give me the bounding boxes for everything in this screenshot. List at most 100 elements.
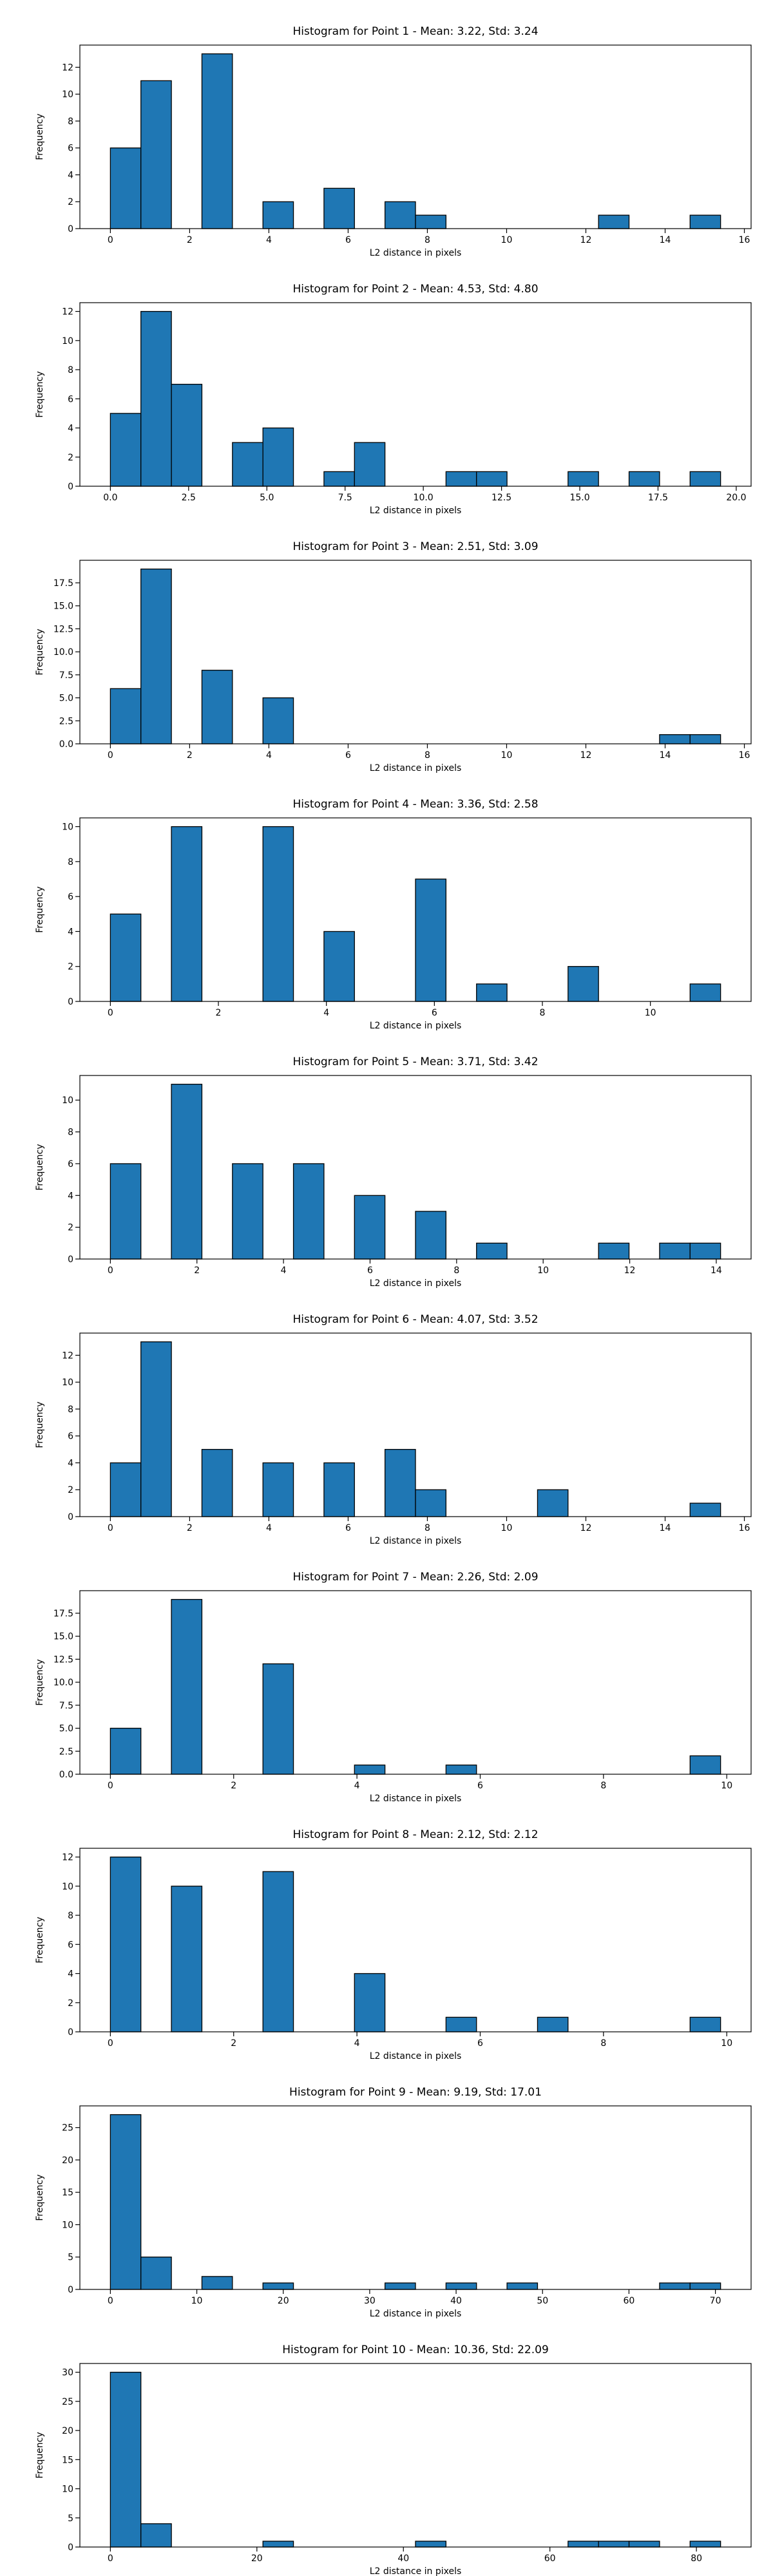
y-tick-label: 10 [62, 822, 73, 833]
x-tick-label: 30 [364, 2296, 376, 2306]
bar [323, 187, 355, 229]
x-axis-label: L2 distance in pixels [370, 506, 462, 516]
x-tick-label: 12 [624, 1265, 636, 1276]
x-tick-label: 40 [450, 2296, 462, 2306]
chart-title: Histogram for Point 8 - Mean: 2.12, Std:… [292, 1828, 538, 1841]
x-tick-label: 6 [345, 750, 351, 761]
bar [110, 413, 142, 487]
y-tick-label: 20 [62, 2155, 73, 2166]
y-axis-label: Frequency [35, 2174, 45, 2221]
y-axis-label: Frequency [35, 113, 45, 160]
x-tick-label: 2 [187, 1523, 193, 1533]
chart-title: Histogram for Point 7 - Mean: 2.26, Std:… [292, 1571, 538, 1584]
x-tick-label: 8 [425, 750, 430, 761]
x-tick-label: 7.5 [338, 493, 352, 503]
chart-title: Histogram for Point 2 - Mean: 4.53, Std:… [292, 283, 538, 296]
axes-frame [79, 560, 752, 744]
y-tick-label: 15 [62, 2188, 73, 2198]
x-tick-label: 12 [580, 750, 592, 761]
bar [140, 2257, 172, 2290]
y-tick-label: 10 [62, 2485, 73, 2495]
y-tick-label: 0.0 [59, 739, 73, 750]
x-tick-label: 16 [739, 235, 750, 245]
bar [232, 442, 263, 487]
bar [476, 471, 508, 487]
y-tick-label: 10 [62, 90, 73, 100]
x-tick-label: 8 [425, 235, 430, 245]
y-tick-label: 8 [68, 365, 73, 375]
chart-title: Histogram for Point 6 - Mean: 4.07, Std:… [292, 1313, 538, 1326]
bar [110, 147, 142, 229]
y-tick-label: 20 [62, 2426, 73, 2436]
x-tick-label: 10.0 [414, 493, 434, 503]
bar [415, 1211, 447, 1260]
bar [689, 2541, 721, 2548]
x-axis-label: L2 distance in pixels [370, 2309, 462, 2319]
y-tick-label: 5 [68, 2253, 73, 2263]
axes-frame [79, 44, 752, 229]
y-tick-label: 6 [68, 1940, 73, 1950]
x-tick-label: 6 [345, 1523, 351, 1533]
x-tick-label: 14 [660, 235, 671, 245]
x-tick-label: 10 [721, 2038, 732, 2049]
x-tick-label: 4 [281, 1265, 287, 1276]
chart-title: Histogram for Point 1 - Mean: 3.22, Std:… [292, 25, 538, 38]
y-tick-label: 10.0 [53, 1678, 73, 1688]
bar [659, 734, 691, 744]
y-tick-label: 10 [62, 1378, 73, 1388]
x-tick-label: 8 [600, 1781, 606, 1791]
y-axis-label: Frequency [35, 1917, 45, 1963]
chart-title: Histogram for Point 10 - Mean: 10.36, St… [282, 2344, 549, 2356]
y-tick-label: 7.5 [59, 1701, 73, 1711]
x-tick-label: 6 [432, 1008, 437, 1018]
y-tick-label: 2 [68, 197, 73, 207]
bar [354, 1973, 386, 2032]
bar [262, 697, 294, 744]
y-tick-label: 2 [68, 1485, 73, 1495]
axes-frame [79, 1075, 752, 1260]
x-tick-label: 0 [108, 235, 113, 245]
bar [628, 471, 660, 487]
y-tick-label: 8 [68, 117, 73, 127]
bar [110, 688, 142, 744]
y-axis-label: Frequency [35, 1659, 45, 1705]
axes-frame [79, 817, 752, 1002]
x-tick-label: 6 [477, 1781, 483, 1791]
x-tick-label: 70 [710, 2296, 721, 2306]
bar [292, 1163, 325, 1260]
x-axis-label: L2 distance in pixels [370, 1536, 462, 1546]
bar [110, 1462, 142, 1517]
x-tick-label: 2 [187, 235, 193, 245]
bar [323, 471, 355, 487]
bar [201, 1448, 233, 1517]
bar [415, 878, 447, 1002]
x-tick-label: 50 [537, 2296, 548, 2306]
y-tick-label: 15 [62, 2455, 73, 2465]
axes-frame [79, 2363, 752, 2548]
bar [598, 2541, 630, 2548]
x-tick-label: 80 [691, 2553, 702, 2564]
bar [201, 2276, 233, 2290]
bar [354, 1765, 386, 1775]
axes-frame [79, 302, 752, 487]
y-tick-label: 12 [62, 1350, 73, 1361]
bar [598, 214, 630, 229]
x-tick-label: 10 [501, 235, 513, 245]
y-tick-label: 0 [68, 2027, 73, 2038]
x-tick-label: 4 [266, 1523, 272, 1533]
x-tick-label: 4 [323, 1008, 329, 1018]
bar [110, 2371, 142, 2548]
y-tick-label: 8 [68, 857, 73, 867]
y-axis-label: Frequency [35, 1401, 45, 1448]
y-tick-label: 4 [68, 170, 73, 180]
bar [110, 2114, 142, 2290]
chart-title: Histogram for Point 9 - Mean: 9.19, Std:… [289, 2086, 542, 2099]
bar [689, 983, 721, 1002]
x-tick-label: 10 [191, 2296, 203, 2306]
x-tick-label: 4 [354, 1781, 360, 1791]
y-tick-label: 17.5 [53, 1609, 73, 1619]
bar [537, 1489, 569, 1517]
bar [506, 2282, 539, 2290]
x-tick-label: 20.0 [726, 493, 746, 503]
